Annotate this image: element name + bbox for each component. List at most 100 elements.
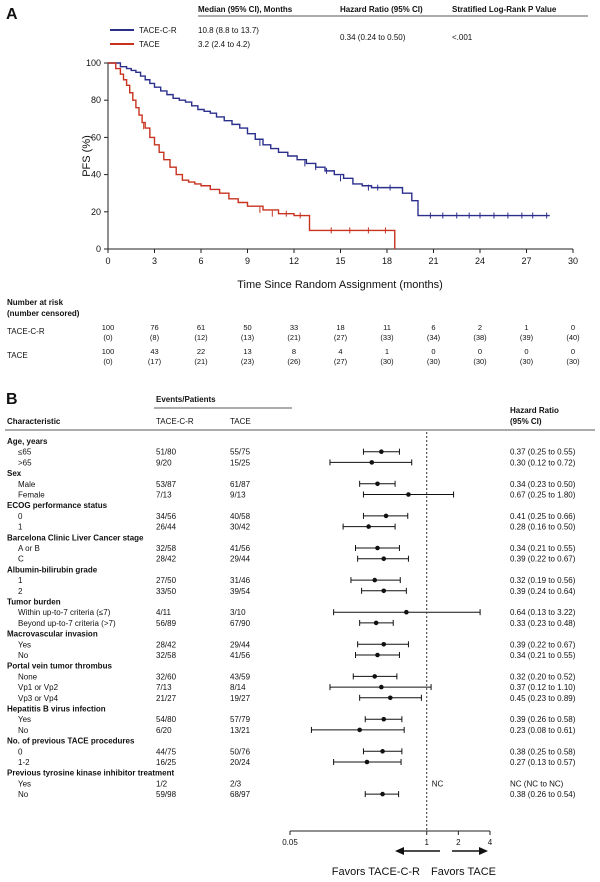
km-curve-tace-c-r <box>108 62 550 217</box>
km-x-tick-label: 15 <box>335 256 345 266</box>
risk-censored: (30) <box>380 357 394 366</box>
hazard-ratio-ci: 0.37 (0.25 to 0.55) <box>510 448 576 457</box>
hazard-ratio-ci: 0.32 (0.19 to 0.56) <box>510 576 576 585</box>
km-x-tick-label: 12 <box>289 256 299 266</box>
events-tace: 55/75 <box>230 448 251 457</box>
events-tace-c-r: 51/80 <box>156 448 177 457</box>
risk-count: 1 <box>385 347 389 356</box>
hazard-ratio-ci: 0.28 (0.16 to 0.50) <box>510 523 576 532</box>
hazard-ratio-ci: 0.38 (0.26 to 0.54) <box>510 790 576 799</box>
km-x-ticks: 0 3 6 9 12 15 18 21 24 27 30 <box>105 249 578 266</box>
risk-censored: (30) <box>520 357 534 366</box>
subgroup-label: 1 <box>18 576 23 585</box>
km-x-tick-label: 24 <box>475 256 485 266</box>
events-tace: 41/56 <box>230 544 251 553</box>
subgroup-label: C <box>18 555 24 564</box>
events-tace-c-r: 32/58 <box>156 544 177 553</box>
risk-row-label-tace-c-r: TACE-C-R <box>7 327 45 336</box>
events-tace: 68/97 <box>230 790 251 799</box>
events-tace: 67/90 <box>230 619 251 628</box>
panel-a-label: A <box>6 6 18 23</box>
hazard-ratio-point <box>366 524 371 529</box>
hazard-ratio-point <box>372 577 378 583</box>
risk-count: 4 <box>338 347 342 356</box>
subgroup-label: 1-2 <box>18 758 30 767</box>
risk-censored: (33) <box>380 333 394 342</box>
events-tace-c-r: 6/20 <box>156 726 172 735</box>
tace-c-r-column-header: TACE-C-R <box>156 417 194 426</box>
hazard-ratio-point <box>380 791 385 797</box>
km-y-tick-label: 40 <box>91 170 101 180</box>
events-tace: 30/42 <box>230 523 251 532</box>
km-x-tick-label: 6 <box>198 256 203 266</box>
events-tace-c-r: 7/13 <box>156 683 172 692</box>
risk-count: 0 <box>524 347 528 356</box>
favors-tace: Favors TACE <box>431 866 496 878</box>
risk-censored: (13) <box>241 333 255 342</box>
tace-column-header: TACE <box>230 417 251 426</box>
events-tace-c-r: 54/80 <box>156 715 177 724</box>
favors-left-arrow-icon <box>395 847 404 855</box>
events-tace-c-r: 21/27 <box>156 694 177 703</box>
events-tace-c-r: 28/42 <box>156 555 177 564</box>
km-y-tick-label: 100 <box>86 58 101 68</box>
hazard-ratio-point <box>364 759 370 765</box>
logrank-p-value: <.001 <box>452 33 473 42</box>
hazard-ratio-point <box>373 620 379 626</box>
risk-count: 6 <box>431 323 435 332</box>
subgroup-label: None <box>18 672 38 681</box>
events-tace: 19/27 <box>230 694 251 703</box>
forest-rows: Age, years ≤65 51/80 55/75 0.37 (0.25 to 0.5… <box>7 437 576 799</box>
events-tace-c-r: 26/44 <box>156 523 177 532</box>
hazard-ratio-ci: 0.67 (0.25 to 1.80) <box>510 491 576 500</box>
events-tace: 61/87 <box>230 480 251 489</box>
risk-count: 11 <box>383 323 391 332</box>
events-patients-header: Events/Patients <box>156 395 216 404</box>
risk-table: 100(0)76(8)61(12)50(13)33(21)18(27)11(33… <box>102 323 580 366</box>
events-tace-c-r: 16/25 <box>156 758 177 767</box>
risk-censored: (0) <box>103 357 113 366</box>
subgroup-header: Portal vein tumor thrombus <box>7 662 112 671</box>
events-tace: 15/25 <box>230 458 251 467</box>
risk-censored: (26) <box>287 357 301 366</box>
subgroup-header: No. of previous TACE procedures <box>7 737 135 746</box>
km-x-tick-label: 3 <box>152 256 157 266</box>
risk-subtitle: (number censored) <box>7 309 80 318</box>
risk-censored: (27) <box>334 357 348 366</box>
risk-censored: (39) <box>520 333 534 342</box>
events-tace: 13/21 <box>230 726 251 735</box>
events-tace-c-r: 59/98 <box>156 790 177 799</box>
risk-censored: (34) <box>427 333 441 342</box>
subgroup-label: 0 <box>18 512 23 521</box>
events-tace: 29/44 <box>230 555 251 564</box>
km-curves <box>108 62 550 249</box>
km-y-ticks: 0 20 40 60 80 100 <box>86 58 108 254</box>
favors-tace-c-r: Favors TACE-C-R <box>332 866 420 878</box>
km-x-tick-label: 27 <box>521 256 531 266</box>
risk-count: 76 <box>150 323 158 332</box>
panel-a: A Median (95% CI), Months Hazard Ratio (… <box>6 5 588 366</box>
risk-censored: (30) <box>473 357 487 366</box>
hazard-ratio-point <box>381 588 387 594</box>
forest-tick-label: 4 <box>488 838 493 847</box>
risk-censored: (0) <box>103 333 113 342</box>
hazard-ratio-ci: 0.39 (0.26 to 0.58) <box>510 715 576 724</box>
subgroup-label: 1 <box>18 523 23 532</box>
subgroup-label: >65 <box>18 458 32 467</box>
risk-count: 2 <box>478 323 482 332</box>
risk-censored: (8) <box>150 333 160 342</box>
subgroup-header: Hepatitis B virus infection <box>7 705 106 714</box>
km-y-axis-label: PFS (%) <box>81 135 93 177</box>
subgroup-label: ≤65 <box>18 448 32 457</box>
km-x-axis-label: Time Since Random Assignment (months) <box>237 279 443 291</box>
risk-title: Number at risk <box>7 298 64 307</box>
events-tace-c-r: 33/50 <box>156 587 177 596</box>
hazard-ratio-ci: 0.27 (0.13 to 0.57) <box>510 758 576 767</box>
subgroup-label: A or B <box>18 544 40 553</box>
risk-censored: (17) <box>148 357 162 366</box>
risk-count: 0 <box>571 323 575 332</box>
events-tace-c-r: 56/89 <box>156 619 177 628</box>
km-x-tick-label: 18 <box>382 256 392 266</box>
events-tace: 20/24 <box>230 758 251 767</box>
